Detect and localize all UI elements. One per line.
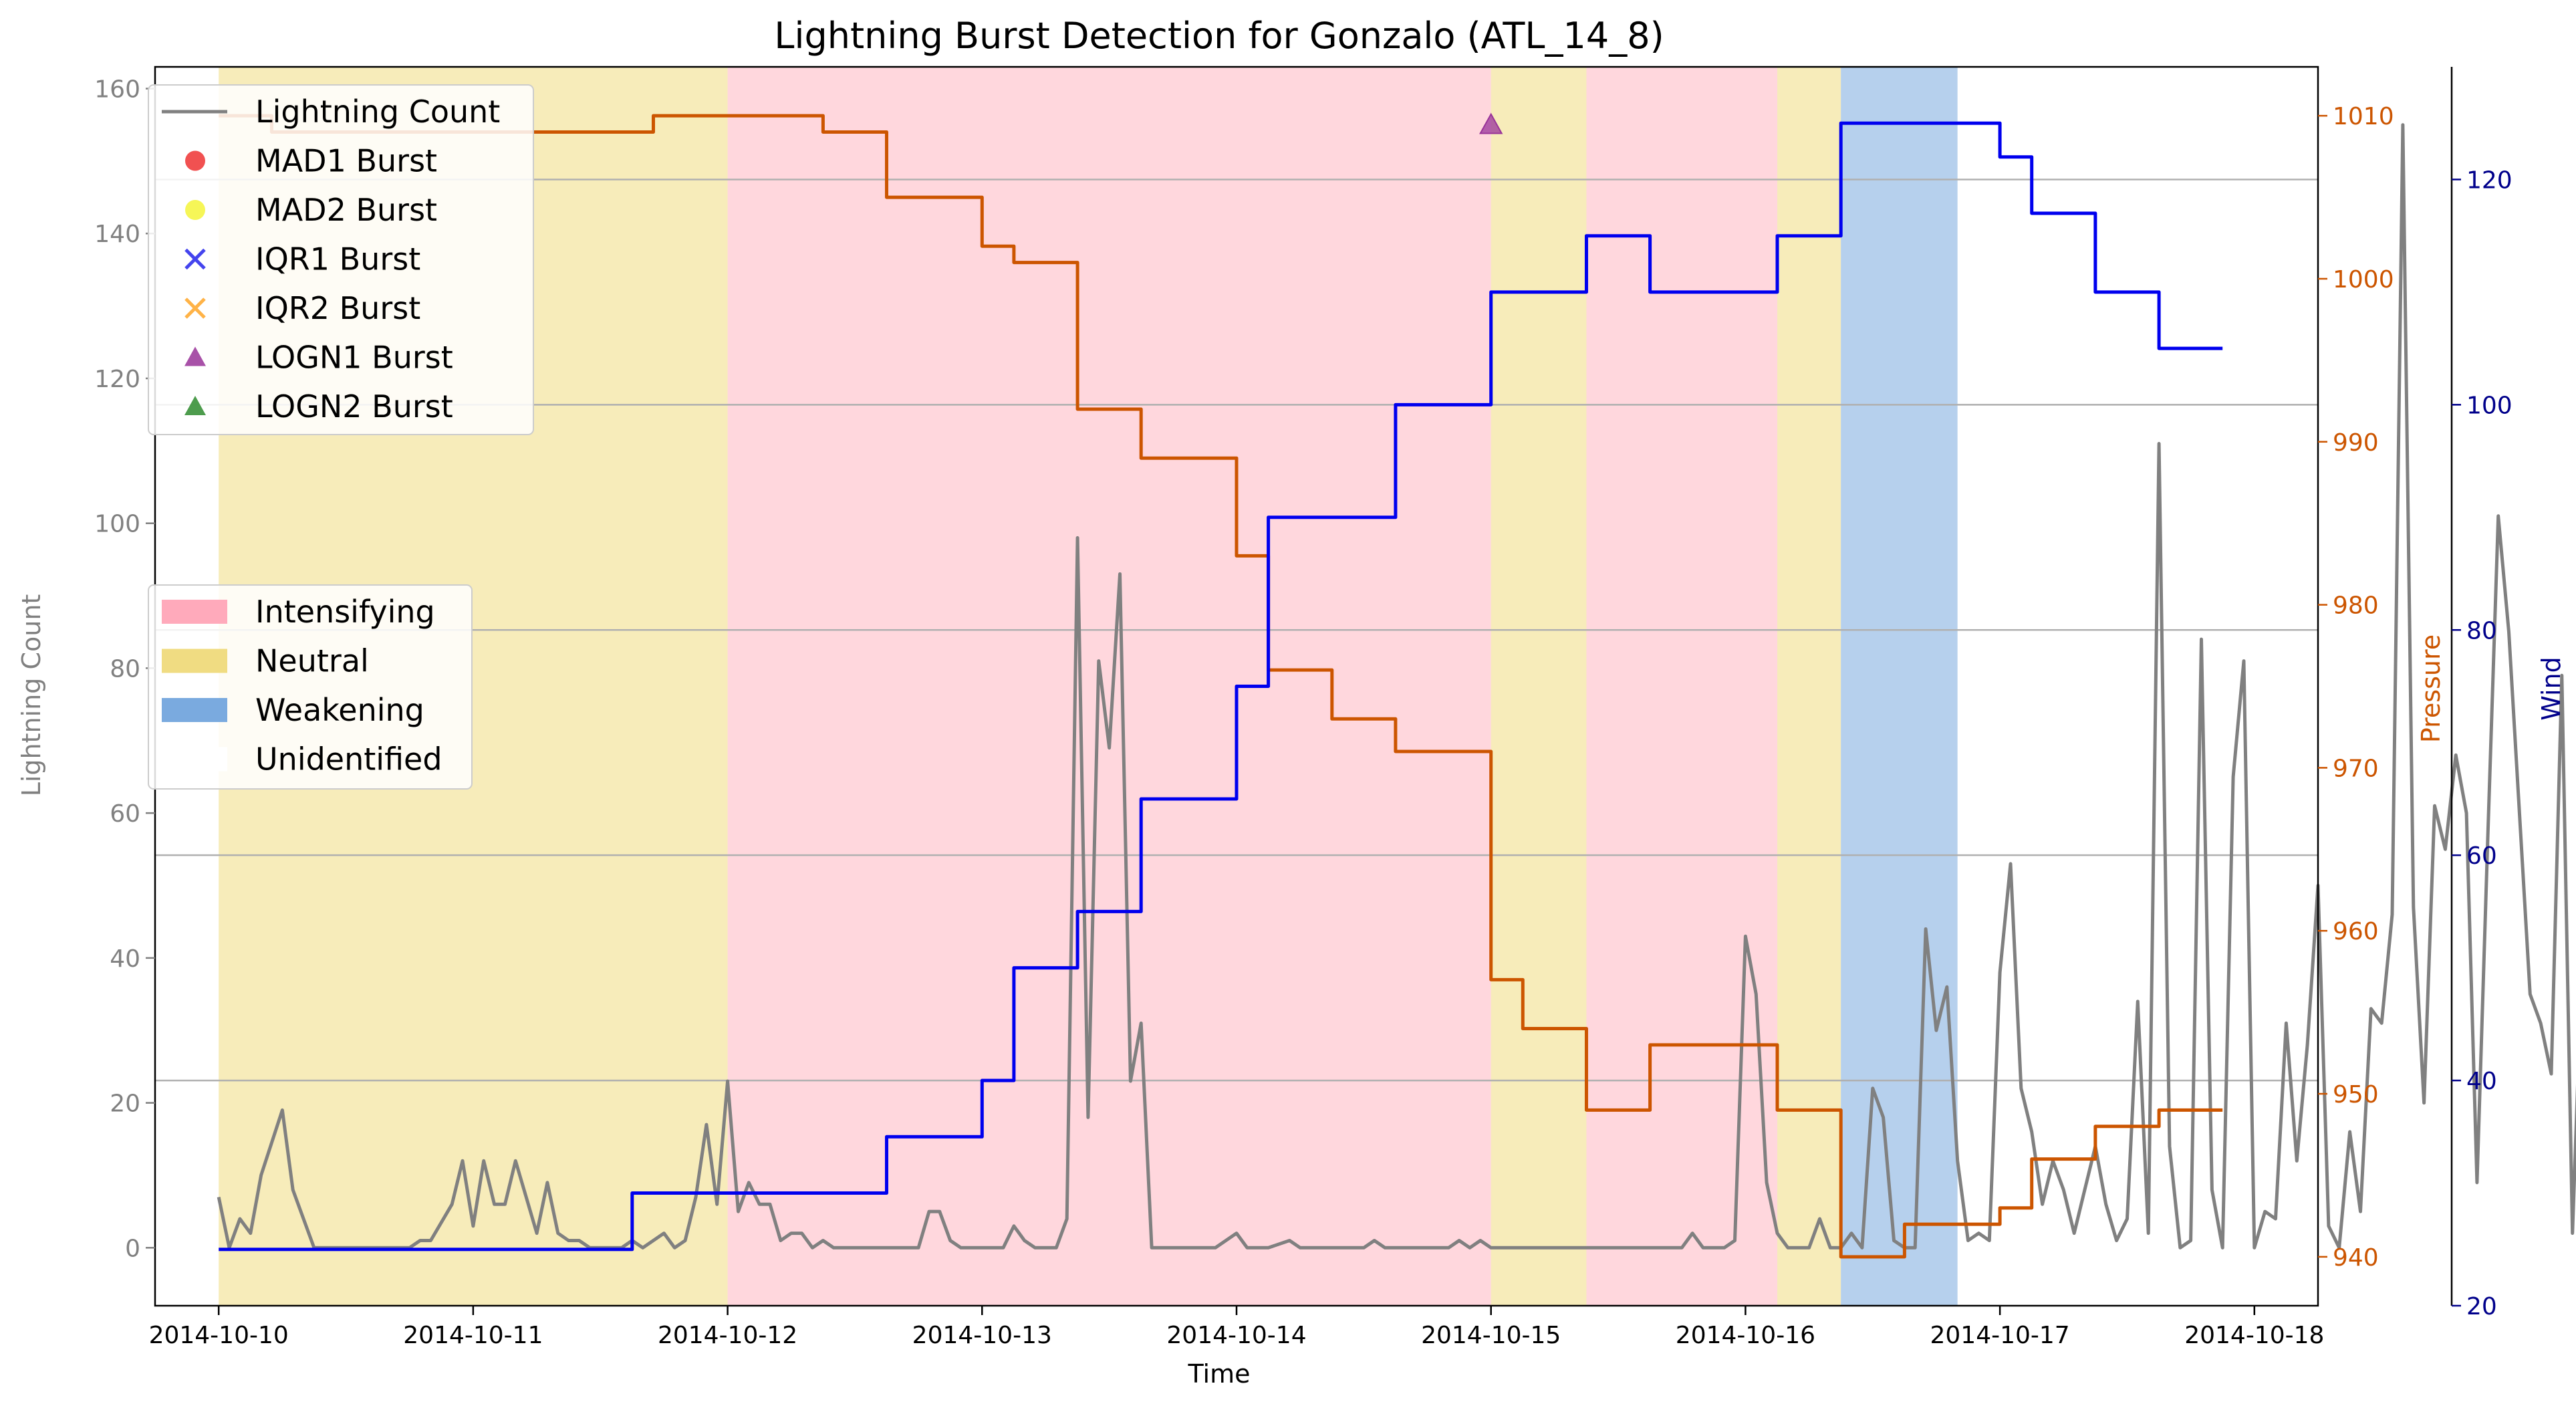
legend-swatch-x — [184, 298, 206, 319]
legend-label: Unidentified — [255, 741, 442, 778]
burst-markers — [1479, 112, 1503, 134]
legend-label: LOGN1 Burst — [255, 340, 453, 376]
y-wind-tick-label: 40 — [2466, 1068, 2497, 1095]
x-tick-label: 2014-10-13 — [912, 1322, 1052, 1349]
chart-title: Lightning Burst Detection for Gonzalo (A… — [774, 15, 1664, 57]
x-tick-label: 2014-10-14 — [1166, 1322, 1306, 1349]
legend-label: Lightning Count — [255, 94, 500, 130]
legend-swatch-x — [184, 248, 206, 270]
y-wind-tick-label: 80 — [2466, 617, 2497, 645]
y-left-tick-label: 80 — [110, 655, 140, 683]
x-tick-label: 2014-10-17 — [1930, 1322, 2070, 1349]
y-pressure-tick-label: 980 — [2333, 592, 2379, 620]
x-tick-label: 2014-10-12 — [658, 1322, 797, 1349]
legend-bursts: Lightning Count MAD1 Burst MAD2 Burst IQR1 … — [148, 84, 534, 435]
phase-band-intensifying — [1586, 67, 1777, 1306]
y-pressure-tick-label: 1000 — [2333, 266, 2394, 294]
legend-swatch-phase — [162, 649, 227, 673]
y-pressure-tick-label: 1010 — [2333, 103, 2394, 130]
x-tick-label: 2014-10-18 — [2184, 1322, 2324, 1349]
legend-label: Weakening — [255, 692, 424, 728]
y-wind-tick-label: 120 — [2466, 166, 2513, 194]
phase-band-neutral — [1777, 67, 1841, 1306]
burst-marker-logn1 — [1479, 112, 1503, 134]
x-tick-label: 2014-10-11 — [403, 1322, 543, 1349]
legend-swatch-phase — [162, 698, 227, 722]
series-line-pressure — [219, 114, 2223, 1259]
y-axis-label-pressure: Pressure — [2416, 634, 2446, 743]
phase-band-neutral — [1491, 67, 1587, 1306]
legend-swatch-triangle — [184, 346, 206, 366]
y-left-tick-label: 40 — [110, 945, 140, 973]
legend-label: LOGN2 Burst — [255, 388, 453, 425]
legend-swatch-phase — [162, 747, 227, 772]
legend-swatch-triangle — [184, 396, 206, 415]
legend-swatch-circle — [185, 150, 205, 171]
x-tick-label: 2014-10-15 — [1421, 1322, 1561, 1349]
y-left-tick-label: 60 — [110, 800, 140, 828]
y-wind-tick-label: 60 — [2466, 842, 2497, 870]
y-left-tick-label: 0 — [125, 1235, 140, 1262]
x-tick-label: 2014-10-16 — [1676, 1322, 1815, 1349]
y-axis-label-lightning: Lightning Count — [17, 594, 46, 797]
y-left-tick-label: 160 — [94, 76, 140, 104]
phase-band-weakening — [1841, 67, 1958, 1306]
legend-bursts-box — [148, 84, 534, 435]
legend-phases-box — [148, 584, 473, 790]
legend-swatch-phase — [162, 600, 227, 624]
legend-label: Intensifying — [255, 594, 435, 630]
y-axis-label-wind: Wind — [2537, 657, 2566, 721]
series-line-wind — [219, 121, 2223, 1252]
axes: 0 20 40 60 80 100 120 140 160 940 950 960 970 980 990 1… — [94, 66, 2513, 1349]
legend-phases: Intensifying Neutral Weakening Unidentified — [148, 584, 473, 790]
y-left-tick-label: 120 — [94, 366, 140, 393]
x-axis-label: Time — [1188, 1359, 1251, 1389]
y-pressure-tick-label: 940 — [2333, 1244, 2379, 1272]
x-tick-label: 2014-10-10 — [149, 1322, 289, 1349]
y-left-tick-label: 20 — [110, 1090, 140, 1118]
y-pressure-tick-label: 960 — [2333, 918, 2379, 945]
y-wind-tick-label: 20 — [2466, 1293, 2497, 1320]
legend-label: IQR1 Burst — [255, 241, 420, 277]
legend-label: Neutral — [255, 643, 369, 679]
legend-label: MAD1 Burst — [255, 143, 437, 179]
y-pressure-tick-label: 990 — [2333, 429, 2379, 457]
phase-bands — [219, 67, 1958, 1306]
phase-band-intensifying — [727, 67, 1491, 1306]
y-wind-tick-label: 100 — [2466, 392, 2513, 419]
y-left-tick-label: 100 — [94, 511, 140, 538]
legend-swatch-circle — [185, 200, 205, 220]
legend-label: MAD2 Burst — [255, 192, 437, 228]
y-pressure-tick-label: 970 — [2333, 755, 2379, 782]
legend-label: IQR2 Burst — [255, 290, 420, 326]
y-left-tick-label: 140 — [94, 221, 140, 248]
y-pressure-tick-label: 950 — [2333, 1081, 2379, 1108]
